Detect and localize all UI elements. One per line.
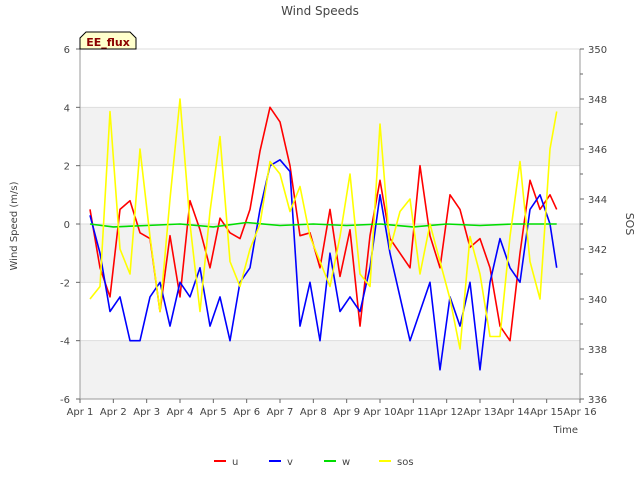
y2-tick-label: 344 (588, 195, 607, 206)
y-tick-label: 0 (64, 220, 70, 231)
series-u-line (89, 106, 558, 342)
y2-tick-label: 342 (588, 245, 607, 256)
legend-label-sos: sos (397, 457, 414, 468)
plot-band (80, 49, 580, 108)
x-tick-label: Apr 3 (133, 407, 160, 418)
y-tick-label: -4 (60, 337, 70, 348)
x-tick-label: Apr 7 (267, 407, 294, 418)
x-tick-label: Apr 10 (363, 407, 396, 418)
y2-tick-label: 348 (588, 95, 607, 106)
tick-marks: Apr 1 Apr 2 Apr 3 Apr 4 Apr 5 Apr 6 Apr 7 Apr 8… (60, 45, 607, 418)
x-tick-label: Apr 9 (333, 407, 360, 418)
y-axis-label: Wind Speed (m/s) (9, 181, 20, 270)
y2-tick-label: 340 (588, 295, 607, 306)
x-tick-label: Apr 14 (497, 407, 530, 418)
chart-title: Wind Speeds (281, 4, 359, 18)
plot-band (80, 340, 580, 399)
y2-tick-label: 336 (588, 395, 607, 406)
y2-axis-label: SOS (623, 213, 636, 236)
x-tick-label: Apr 4 (167, 407, 194, 418)
plot-band (80, 107, 580, 166)
x-axis-label: Time (553, 425, 578, 436)
site-label-box: EE_flux (79, 31, 137, 50)
x-tick-label: Apr 11 (397, 407, 430, 418)
plot-band (80, 165, 580, 224)
y2-tick-label: 338 (588, 345, 607, 356)
legend-label-w: w (342, 457, 350, 468)
legend-label-v: v (287, 457, 293, 468)
legend: u v w sos (214, 457, 414, 468)
x-tick-label: Apr 12 (430, 407, 463, 418)
x-tick-label: Apr 8 (300, 407, 327, 418)
series-lines (89, 98, 558, 371)
y-tick-label: -2 (60, 278, 70, 289)
y-tick-label: 4 (64, 103, 70, 114)
y2-tick-label: 346 (588, 145, 607, 156)
x-tick-label: Apr 2 (100, 407, 127, 418)
y2-tick-label: 350 (588, 45, 607, 56)
legend-label-u: u (232, 457, 238, 468)
x-tick-label: Apr 16 (563, 407, 596, 418)
x-tick-label: Apr 5 (200, 407, 227, 418)
series-w-line (89, 221, 557, 228)
x-tick-label: Apr 13 (463, 407, 496, 418)
x-tick-label: Apr 15 (530, 407, 563, 418)
series-v-line (89, 159, 558, 371)
x-tick-label: Apr 1 (67, 407, 94, 418)
y-tick-label: -6 (60, 395, 70, 406)
series-sos-line (89, 98, 558, 350)
site-label-frame (79, 31, 137, 50)
y-tick-label: 6 (64, 45, 70, 56)
x-tick-label: Apr 6 (233, 407, 260, 418)
site-label: EE_flux (86, 36, 130, 49)
y-tick-label: 2 (64, 162, 70, 173)
